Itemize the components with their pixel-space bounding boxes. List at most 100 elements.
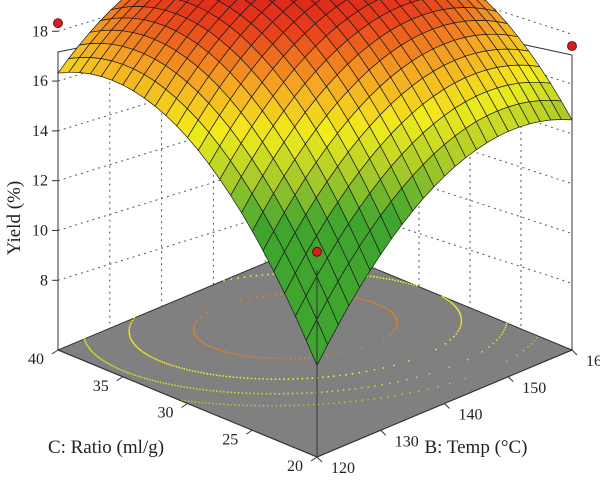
contour-point [269, 357, 271, 360]
contour-point [234, 404, 237, 406]
contour-point [481, 350, 483, 353]
contour-point [209, 389, 211, 392]
contour-point [279, 404, 282, 407]
contour-point [118, 368, 121, 371]
contour-point [386, 308, 388, 310]
contour-point [380, 305, 383, 307]
contour-point [308, 356, 311, 359]
contour-point [448, 366, 451, 369]
contour-point [408, 282, 410, 285]
contour-point [206, 344, 209, 346]
contour-point [326, 390, 328, 393]
contour-point [232, 352, 235, 355]
contour-point [261, 392, 264, 395]
contour-point [162, 382, 165, 384]
contour-point [196, 337, 199, 339]
contour-point [214, 347, 217, 350]
contour-point [134, 374, 136, 377]
contour-point [361, 399, 363, 402]
contour-point [459, 314, 462, 317]
contour-point [128, 328, 131, 330]
contour-point [274, 378, 277, 381]
contour-point [395, 323, 398, 326]
contour-point [522, 349, 525, 352]
contour-point [452, 335, 455, 338]
contour-point [337, 389, 339, 392]
contour-point [186, 368, 188, 371]
contour-point [428, 373, 431, 375]
contour-point [505, 360, 508, 363]
contour-point [457, 330, 459, 333]
z-tick-label: 12 [32, 173, 48, 190]
contour-point [453, 304, 456, 307]
contour-point [237, 277, 240, 279]
contour-point [157, 380, 159, 383]
y-tick-label: 20 [287, 458, 303, 475]
contour-point [376, 303, 379, 305]
contour-point [349, 350, 351, 353]
contour-point [381, 383, 383, 386]
contour-point [271, 404, 273, 407]
contour-point [112, 365, 115, 368]
contour-point [384, 307, 387, 309]
contour-point [239, 299, 242, 302]
contour-point [406, 378, 408, 381]
contour-point [268, 294, 271, 297]
contour-point [451, 302, 453, 305]
contour-point [387, 309, 390, 311]
contour-point [241, 392, 244, 394]
y-tick-label: 30 [158, 405, 174, 422]
contour-point [219, 403, 222, 405]
contour-point [310, 391, 313, 394]
contour-point [266, 273, 269, 276]
contour-point [197, 371, 200, 373]
contour-point [388, 382, 391, 385]
contour-point [333, 375, 335, 378]
contour-point [371, 301, 374, 304]
y-tick [245, 429, 253, 435]
contour-point [262, 295, 265, 297]
contour-point [458, 328, 461, 330]
contour-point [436, 385, 439, 388]
contour-point [444, 297, 447, 300]
contour-point [272, 273, 274, 275]
contour-point [343, 401, 346, 404]
contour-point [505, 322, 508, 325]
contour-point [244, 354, 247, 357]
contour-point [397, 380, 399, 383]
contour-point [258, 404, 261, 407]
contour-point [266, 378, 269, 380]
contour-point [395, 317, 397, 319]
contour-point [140, 350, 143, 352]
contour-point [215, 403, 218, 405]
response-surface [57, 0, 573, 367]
contour-point [110, 364, 113, 367]
contour-point [203, 372, 206, 375]
contour-point [186, 386, 189, 389]
contour-point [257, 392, 260, 395]
contour-point [284, 404, 287, 407]
contour-point [223, 390, 225, 393]
contour-point [262, 404, 265, 407]
contour-point [269, 392, 272, 395]
contour-point [85, 342, 88, 345]
contour-point [131, 319, 134, 322]
contour-point [448, 300, 450, 302]
contour-point [192, 387, 195, 390]
contour-point [407, 360, 410, 362]
y-tick-label: 35 [93, 378, 109, 395]
contour-point [243, 276, 246, 278]
contour-point [367, 386, 370, 388]
contour-point [340, 352, 342, 355]
contour-point [441, 295, 444, 298]
contour-point [391, 278, 394, 281]
contour-point [258, 377, 261, 380]
contour-point [415, 284, 418, 287]
contour-point [389, 310, 392, 313]
contour-point [128, 335, 131, 337]
contour-point [175, 365, 178, 368]
contour-point [173, 365, 175, 367]
contour-point [265, 357, 267, 359]
contour-point [146, 378, 149, 380]
contour-point [495, 339, 498, 342]
